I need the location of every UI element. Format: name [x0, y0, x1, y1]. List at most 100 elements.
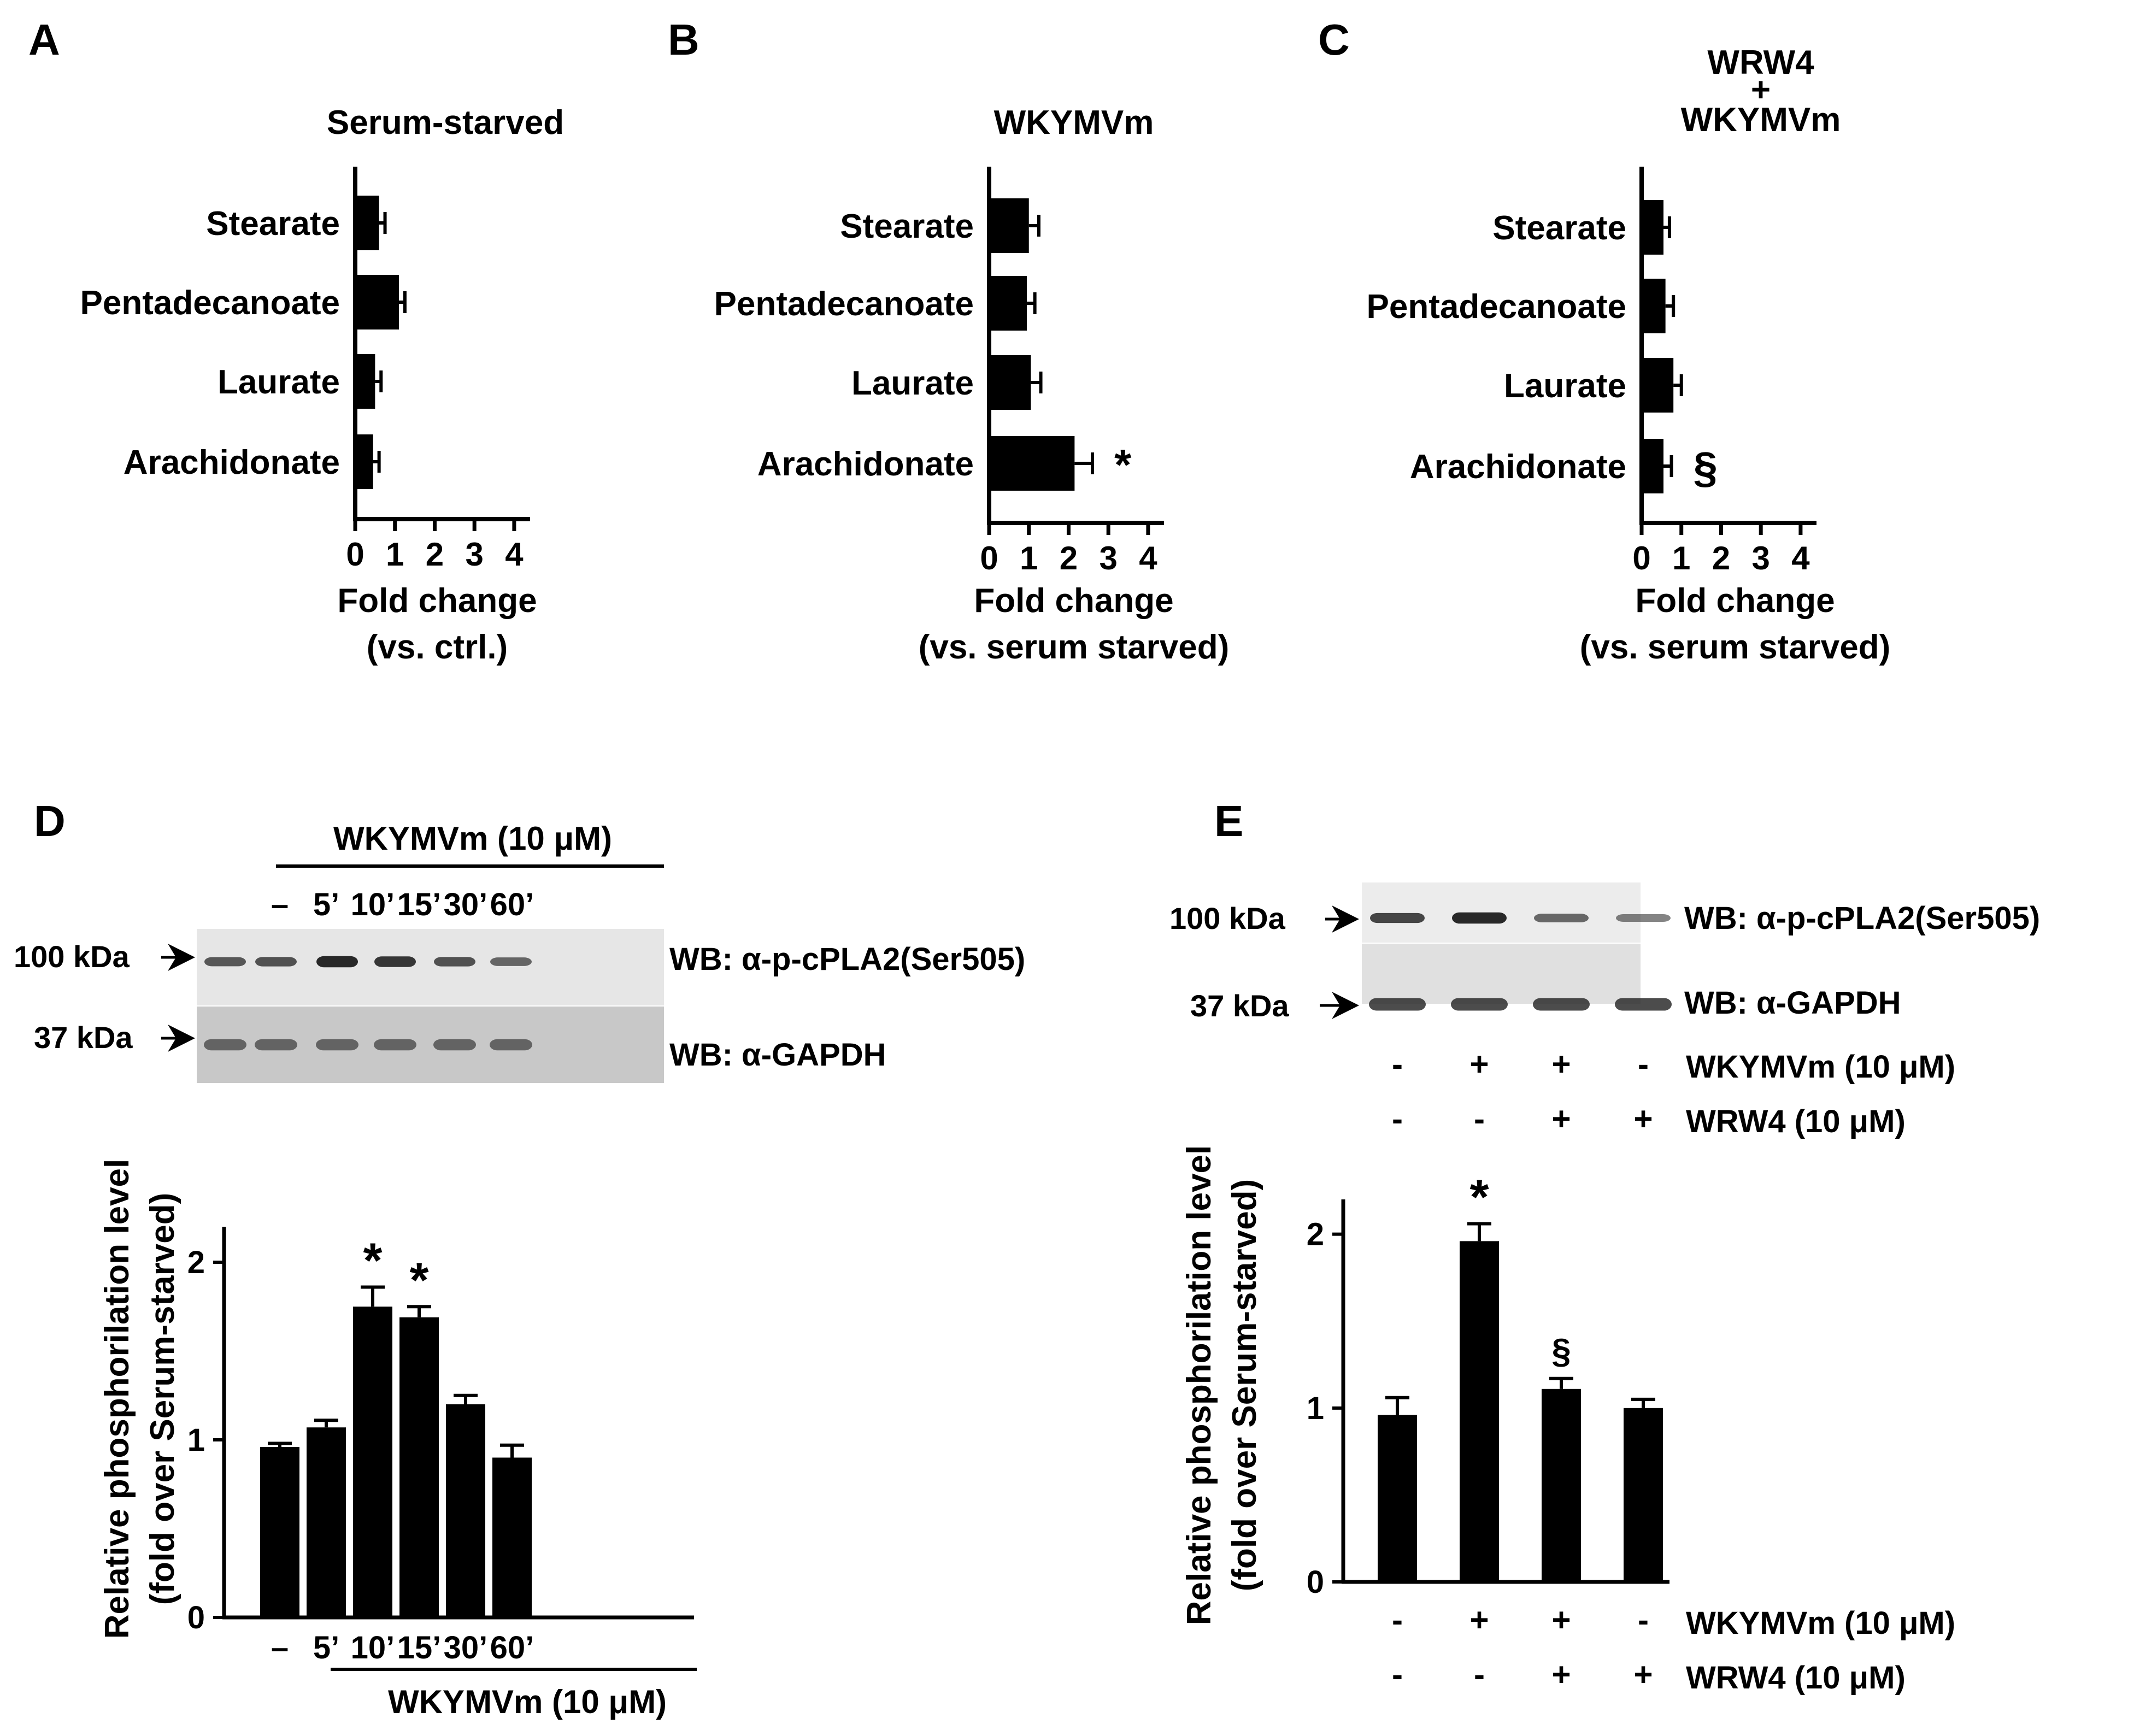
- blot-d-marker-bottom: 37 kDa: [34, 1020, 133, 1055]
- panel-a-category-laurate: Laurate: [217, 363, 340, 401]
- panel-c-category-arachidonate: Arachidonate: [1410, 448, 1626, 486]
- panel-label-a: A: [28, 15, 60, 64]
- panel-label-b: B: [668, 15, 699, 64]
- panel-c-xlabel-2: (vs. serum starved): [1580, 628, 1891, 666]
- panel-c-annotation-arachidonate: §: [1694, 443, 1718, 492]
- blot-e-row2-label: WRW4 (10 μM): [1686, 1104, 1906, 1139]
- panel-c-tick-label-5: 4: [1791, 540, 1810, 576]
- panel-b-tick-label-3: 2: [1060, 540, 1078, 576]
- panel-d-bar-4: [399, 1317, 439, 1617]
- blot-d-band-bottom-4: [374, 1039, 416, 1051]
- panel-a-bar-laurate: [355, 354, 375, 409]
- panel-e-row2-label: WRW4 (10 μM): [1686, 1660, 1906, 1696]
- blot-e-band-top-2: [1452, 912, 1507, 924]
- panel-e-ylabel-2: (fold over Serum-starved): [1226, 1179, 1263, 1592]
- panel-c-category-pentadecanoate: Pentadecanoate: [1366, 288, 1626, 326]
- panel-d-ylabel-1: Relative phosphorilation level: [98, 1159, 136, 1639]
- blot-e-row2-sign-3: +: [1551, 1101, 1571, 1137]
- panel-c-chart: WRW4 + WKYMVm Fold change (vs. serum sta…: [1366, 44, 1890, 666]
- panel-b-annotation-arachidonate: *: [1114, 440, 1132, 489]
- panel-a-tick-label-4: 3: [465, 536, 483, 573]
- panel-b-tick-label-2: 1: [1020, 540, 1038, 576]
- blot-e-bands: [1369, 912, 1672, 1011]
- panel-b-tick-label-5: 4: [1139, 540, 1157, 576]
- panel-d-chart: Relative phosphorilation level (fold ove…: [98, 1159, 697, 1720]
- blot-e-row2-sign-4: +: [1633, 1101, 1653, 1137]
- panel-b-title: WKYMVm: [994, 104, 1154, 142]
- panel-e-row1-label: WKYMVm (10 μM): [1686, 1605, 1955, 1641]
- blot-d-band-top-3: [316, 956, 358, 968]
- blot-d-band-top-5: [434, 957, 475, 967]
- panel-d-category-6: 60’: [490, 1630, 534, 1666]
- blot-d-band-bottom-6: [490, 1039, 532, 1051]
- panel-label-e: E: [1214, 797, 1243, 845]
- blot-e-band-bottom-1: [1369, 998, 1426, 1011]
- panel-c-bar-stearate: [1642, 200, 1663, 255]
- panel-d-bar-5: [446, 1404, 485, 1617]
- blot-e-row1-sign-3: +: [1551, 1046, 1571, 1082]
- panel-c-tick-label-4: 3: [1751, 540, 1769, 576]
- panel-e-annotation-3: §: [1551, 1332, 1571, 1371]
- panel-d-category-1: –: [271, 1630, 289, 1666]
- panel-e-row1-sign-4: -: [1638, 1602, 1649, 1638]
- panel-d-tick-label-2: 1: [187, 1422, 205, 1458]
- panel-d-bar-6: [492, 1457, 532, 1617]
- panel-d-annotation-4: *: [409, 1253, 428, 1308]
- panel-c-bar-laurate: [1642, 358, 1674, 413]
- panel-c-tick-label-3: 2: [1712, 540, 1730, 576]
- panel-a-xlabel-2: (vs. ctrl.): [367, 628, 508, 666]
- blot-e-label-bottom: WB: α-GAPDH: [1684, 985, 1901, 1021]
- panel-a-bar-stearate: [355, 196, 379, 250]
- panel-c-tick-label-2: 1: [1672, 540, 1690, 576]
- blot-e-membrane-top: [1362, 882, 1641, 943]
- panel-e-tick-label-3: 2: [1307, 1217, 1324, 1252]
- blot-e-band-bottom-4: [1615, 998, 1672, 1011]
- panel-b-tick-label-1: 0: [980, 540, 998, 576]
- blot-e-label-top: WB: α-p-cPLA2(Ser505): [1684, 901, 2040, 936]
- blot-e-row1-sign-2: +: [1469, 1046, 1489, 1082]
- blot-e-row1-sign-1: -: [1392, 1046, 1403, 1082]
- panel-label-d: D: [34, 797, 66, 845]
- panel-e-tick-label-1: 0: [1307, 1564, 1324, 1600]
- panel-e-bar-1: [1378, 1415, 1417, 1582]
- panel-a-bar-pentadecanoate: [355, 275, 399, 329]
- panel-a-tick-label-5: 4: [505, 536, 524, 573]
- panel-b-chart: WKYMVm Fold change (vs. serum starved) 0…: [714, 104, 1229, 666]
- panel-c-title-3: WKYMVm: [1681, 101, 1841, 139]
- panel-a-category-arachidonate: Arachidonate: [124, 444, 340, 481]
- blot-e-band-top-3: [1534, 914, 1589, 922]
- panel-b-category-pentadecanoate: Pentadecanoate: [714, 285, 974, 323]
- blot-d-lane-3: 10’: [351, 887, 395, 922]
- panel-d-category-2: 5’: [313, 1630, 339, 1666]
- panel-e-row2-sign-1: -: [1392, 1656, 1403, 1693]
- panel-b-xlabel-2: (vs. serum starved): [919, 628, 1230, 666]
- panel-d-bar-1: [260, 1447, 299, 1617]
- blot-d-band-bottom-3: [316, 1039, 358, 1051]
- panel-a-xlabel-1: Fold change: [337, 582, 537, 620]
- panel-d-bar-2: [307, 1427, 346, 1617]
- panel-a-tick-label-2: 1: [386, 536, 404, 573]
- panel-e-tick-label-2: 1: [1307, 1391, 1324, 1426]
- blot-d-band-bottom-5: [433, 1039, 476, 1051]
- western-blot-e: 100 kDa 37 kDa WB: α-p-cPLA2(Ser505) WB:…: [1169, 882, 2040, 1139]
- blot-e-marker-top: 100 kDa: [1169, 901, 1286, 935]
- panel-b-category-arachidonate: Arachidonate: [757, 445, 974, 483]
- blot-d-bands: [204, 956, 532, 1051]
- blot-d-lane-4: 15’: [397, 887, 442, 922]
- panel-d-ylabel-2: (fold over Serum-starved): [144, 1193, 181, 1605]
- panel-c-xlabel-1: Fold change: [1635, 582, 1835, 620]
- western-blot-d: WKYMVm (10 μM) – 5’ 10’ 15’ 30’ 60’ 100 …: [14, 820, 1025, 1083]
- blot-d-lane-5: 30’: [444, 887, 488, 922]
- panel-e-bar-2: [1460, 1241, 1499, 1582]
- panel-d-category-4: 15’: [397, 1630, 442, 1666]
- blot-e-marker-bottom: 37 kDa: [1190, 988, 1289, 1023]
- panel-e-chart: Relative phosphorilation level (fold ove…: [1180, 1145, 1955, 1696]
- panel-c-title-1: WRW4: [1707, 44, 1814, 81]
- panel-b-bar-laurate: [989, 355, 1031, 410]
- panel-d-bar-3: [353, 1307, 392, 1617]
- blot-d-band-top-2: [255, 957, 297, 967]
- panel-b-xlabel-1: Fold change: [974, 582, 1173, 620]
- panel-d-tick-label-3: 2: [187, 1245, 205, 1280]
- blot-d-lane-6: 60’: [490, 887, 534, 922]
